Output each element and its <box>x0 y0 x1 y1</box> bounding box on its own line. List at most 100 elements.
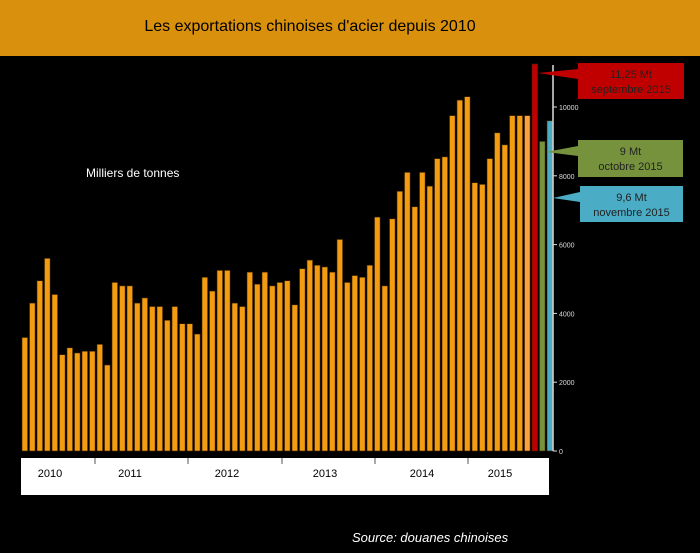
bar <box>494 132 501 452</box>
bar <box>171 306 178 452</box>
y-tick-label: 0 <box>559 449 563 456</box>
bar <box>501 144 508 452</box>
callout-box <box>580 186 683 222</box>
bar <box>396 190 403 452</box>
callout-value: 11,25 Mt <box>610 69 652 81</box>
bar <box>374 216 381 452</box>
bar <box>404 172 411 452</box>
bar <box>239 306 246 452</box>
bar <box>186 323 193 452</box>
bar <box>464 96 471 452</box>
x-tick-label: 2015 <box>488 468 512 480</box>
bar <box>434 158 441 452</box>
bar <box>81 350 88 452</box>
bar <box>36 280 43 452</box>
bar <box>411 206 418 452</box>
bar <box>119 285 126 452</box>
x-tick-label: 2012 <box>215 468 239 480</box>
bar <box>164 319 171 452</box>
bar <box>314 264 321 452</box>
bar <box>29 302 36 452</box>
bar <box>351 275 358 452</box>
x-tick-label: 2013 <box>313 468 337 480</box>
callout-value: 9,6 Mt <box>616 192 647 204</box>
bar <box>531 63 538 452</box>
bar <box>284 280 291 452</box>
bar <box>381 285 388 452</box>
y-tick-label: 4000 <box>559 311 575 318</box>
callout-month: octobre 2015 <box>598 161 662 173</box>
bar <box>486 158 493 452</box>
bar <box>44 258 51 452</box>
bar <box>524 115 531 452</box>
bar <box>66 347 73 452</box>
bar <box>306 259 313 452</box>
y-tick-label: 10000 <box>559 105 579 112</box>
bar <box>546 120 553 452</box>
callout-box <box>578 140 683 177</box>
bar <box>96 344 103 452</box>
callout-pointer <box>538 69 578 79</box>
y-tick-label: 2000 <box>559 380 575 387</box>
bar <box>21 337 28 452</box>
bar <box>104 364 111 452</box>
x-tick-label: 2014 <box>410 468 434 480</box>
bar <box>359 276 366 452</box>
x-tick-label: 2010 <box>38 468 62 480</box>
bar <box>179 323 186 452</box>
source-note: Source: douanes chinoises <box>352 530 509 545</box>
bar <box>441 156 448 452</box>
bar <box>111 282 118 452</box>
callout-pointer <box>546 146 578 156</box>
chart-title: Les exportations chinoises d'acier depui… <box>144 18 476 35</box>
bar <box>194 333 201 452</box>
bar <box>231 302 238 452</box>
bar <box>224 270 231 452</box>
bar <box>276 282 283 452</box>
bar <box>156 306 163 452</box>
bar <box>366 264 373 452</box>
bar <box>516 115 523 452</box>
bar <box>254 283 261 452</box>
bar <box>74 352 81 452</box>
bar <box>426 185 433 452</box>
bar <box>141 297 148 452</box>
bar <box>479 184 486 452</box>
callout-box <box>578 63 684 99</box>
y-axis-unit-label: Milliers de tonnes <box>86 166 180 180</box>
bar <box>89 350 96 452</box>
bar <box>419 172 426 452</box>
bar <box>329 271 336 452</box>
y-tick-label: 6000 <box>559 243 575 250</box>
bar <box>201 276 208 452</box>
bar <box>269 285 276 452</box>
bar <box>216 270 223 452</box>
bar <box>509 115 516 452</box>
bar <box>51 294 58 452</box>
x-tick-label: 2011 <box>118 468 142 480</box>
callout-pointer <box>553 192 580 202</box>
bar <box>149 306 156 452</box>
callout-value: 9 Mt <box>620 146 641 158</box>
bar <box>299 268 306 452</box>
callout-month: novembre 2015 <box>593 207 669 219</box>
bar <box>456 99 463 452</box>
bar <box>261 271 268 452</box>
bar <box>59 354 66 452</box>
bar <box>539 141 546 452</box>
bar <box>471 182 478 452</box>
title-bar: Les exportations chinoises d'acier depui… <box>0 0 700 56</box>
bar <box>321 266 328 452</box>
bar <box>246 271 253 452</box>
bar <box>336 239 343 452</box>
bar <box>344 282 351 452</box>
callout-month: septembre 2015 <box>591 84 671 96</box>
bar <box>209 290 216 452</box>
x-axis-box <box>21 458 549 495</box>
bar <box>291 304 298 452</box>
bar <box>389 218 396 452</box>
bar <box>134 302 141 452</box>
bar <box>126 285 133 452</box>
bar <box>449 115 456 452</box>
